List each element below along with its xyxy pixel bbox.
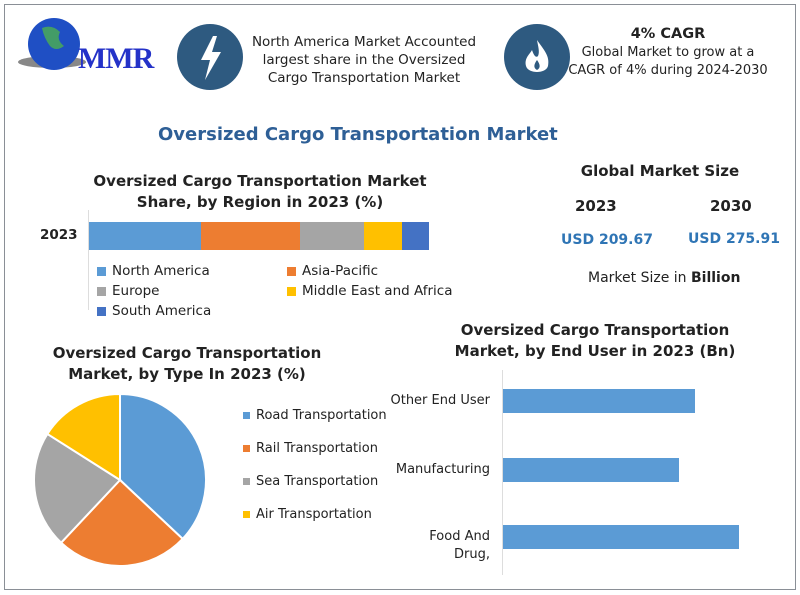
legend-item: Middle East and Africa <box>287 283 457 299</box>
region-segment-north-america <box>89 222 202 250</box>
enduser-axis <box>502 370 503 575</box>
mmr-logo: MMR <box>12 14 162 75</box>
enduser-bar <box>503 525 739 549</box>
pie-slice-air-transportation <box>46 392 121 482</box>
region-segment-south-america <box>401 222 429 250</box>
highlight-north-america: North America Market Accounted largest s… <box>251 34 477 86</box>
lightning-badge <box>177 24 243 90</box>
flame-badge <box>504 24 570 90</box>
legend-label: Rail Transportation <box>256 441 378 456</box>
pie-slice-road-transportation <box>119 392 207 541</box>
main-title: Oversized Cargo Transportation Market <box>158 124 558 145</box>
unit-prefix: Market Size in <box>588 270 691 286</box>
cagr-title: 4% CAGR <box>630 26 706 42</box>
legend-swatch <box>243 445 250 452</box>
legend-swatch <box>243 478 250 485</box>
legend-swatch <box>97 266 106 276</box>
legend-label: South America <box>112 303 212 319</box>
pie-slice-rail-transportation <box>59 478 185 567</box>
region-segment-middle-east-and-africa <box>364 222 402 250</box>
legend-item: Europe <box>97 283 287 299</box>
pie-slice-sea-transportation <box>33 432 122 545</box>
legend-swatch <box>97 306 106 316</box>
legend-label: Europe <box>112 283 160 299</box>
enduser-bar <box>503 389 695 413</box>
enduser-category-label: Manufacturing <box>395 462 490 477</box>
legend-label: Air Transportation <box>256 507 372 522</box>
enduser-chart-title: Oversized Cargo Transportation Market, b… <box>454 321 736 360</box>
legend-label: Road Transportation <box>256 408 387 423</box>
lightning-icon <box>201 36 221 80</box>
region-chart-title: Oversized Cargo Transportation Market Sh… <box>93 172 427 211</box>
region-segment-europe <box>299 222 365 250</box>
enduser-bar <box>503 458 680 482</box>
region-segment-asia-pacific <box>201 222 300 250</box>
legend-item: Road Transportation <box>243 408 387 423</box>
legend-item: South America <box>97 303 287 319</box>
legend-label: Sea Transportation <box>256 474 379 489</box>
enduser-category-label: Food And Drug, <box>429 529 490 562</box>
legend-swatch <box>243 412 250 419</box>
enduser-category-label: Other End User <box>390 393 490 408</box>
market-size-title: Global Market Size <box>580 162 740 180</box>
flame-icon <box>525 40 549 72</box>
region-legend: North America Asia-Pacific Europe Middle Ea… <box>97 263 457 319</box>
legend-swatch <box>287 286 296 296</box>
legend-swatch <box>243 511 250 518</box>
legend-item: North America <box>97 263 287 279</box>
legend-label: Asia-Pacific <box>302 263 379 279</box>
legend-item: Rail Transportation <box>243 441 387 456</box>
unit: Billion <box>690 270 741 286</box>
legend-swatch <box>287 266 296 276</box>
legend-item: Sea Transportation <box>243 474 387 489</box>
pie-chart-title: Oversized Cargo Transportation Market, b… <box>52 344 322 383</box>
value-2023: USD 209.67 <box>561 232 653 248</box>
legend-item: Air Transportation <box>243 507 387 522</box>
type-pie-chart <box>33 392 207 567</box>
highlight-cagr: 4% CAGR Global Market to grow at a CAGR … <box>568 24 768 80</box>
cagr-text: Global Market to grow at a CAGR of 4% du… <box>568 45 768 78</box>
region-category-label: 2023 <box>40 227 78 243</box>
pie-legend: Road Transportation Rail Transportation Se… <box>243 408 387 522</box>
year-2023: 2023 <box>575 197 617 215</box>
region-axis <box>88 210 89 310</box>
year-2030: 2030 <box>710 197 752 215</box>
legend-label: North America <box>112 263 210 279</box>
value-2030: USD 275.91 <box>688 231 780 247</box>
legend-swatch <box>97 286 106 296</box>
infographic-frame <box>4 4 796 590</box>
region-stacked-bar <box>89 222 429 250</box>
legend-item: Asia-Pacific <box>287 263 457 279</box>
market-size-unit: Market Size in Billion <box>588 270 740 286</box>
globe-icon <box>18 18 86 70</box>
legend-label: Middle East and Africa <box>302 283 453 299</box>
